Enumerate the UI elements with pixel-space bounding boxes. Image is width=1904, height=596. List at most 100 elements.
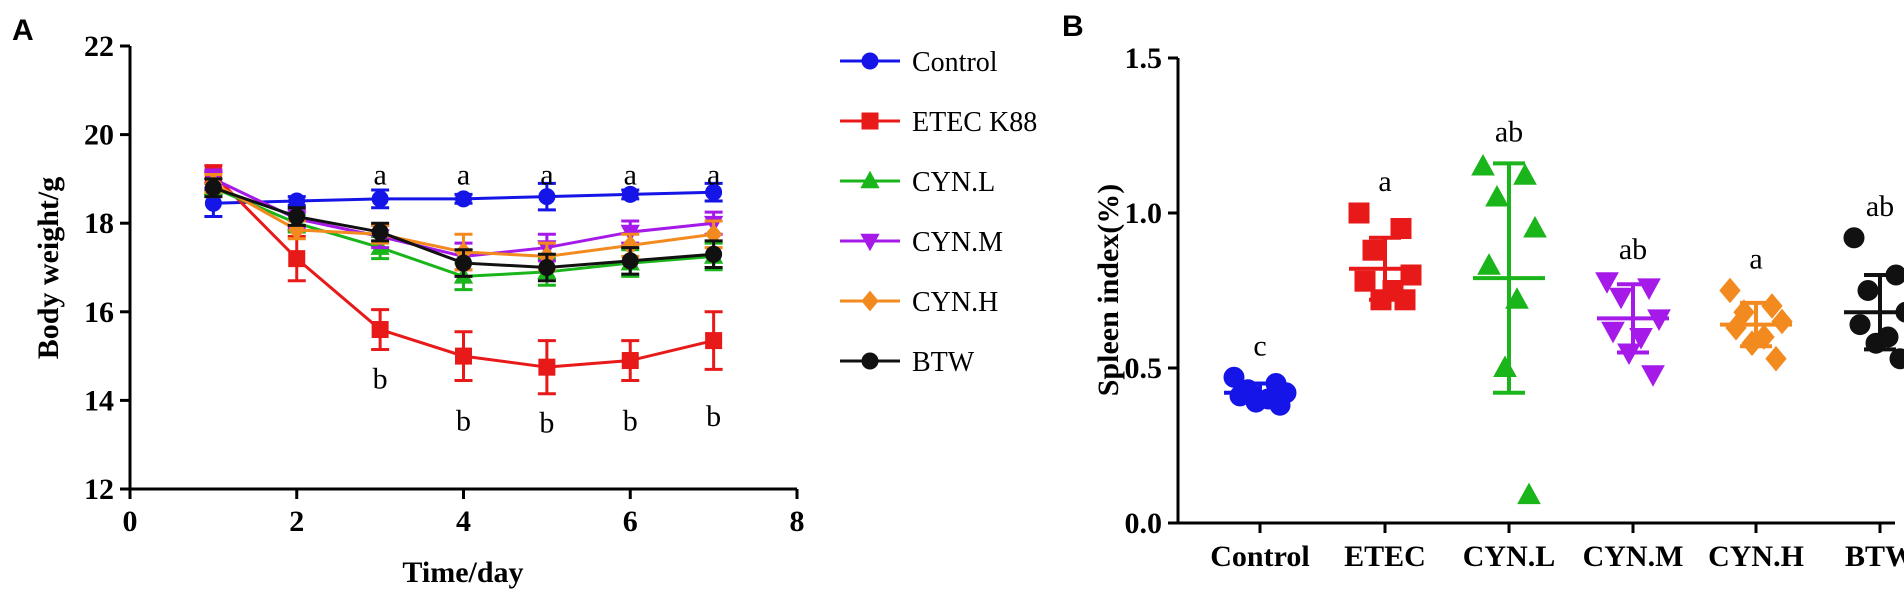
data-point bbox=[705, 183, 723, 201]
group-etec: a bbox=[1348, 165, 1422, 311]
panel-a-label: A bbox=[12, 14, 34, 47]
legend-label: ETEC K88 bbox=[912, 107, 1037, 138]
data-point bbox=[538, 188, 556, 206]
series-control bbox=[204, 181, 723, 219]
data-point bbox=[621, 185, 639, 203]
legend-marker bbox=[861, 112, 879, 130]
legend-marker bbox=[860, 170, 880, 189]
a-ytick-label: 20 bbox=[84, 119, 114, 152]
data-point bbox=[1895, 301, 1904, 323]
data-point bbox=[1362, 239, 1384, 261]
data-point bbox=[538, 259, 556, 276]
group-significance-label: ab bbox=[1866, 190, 1894, 223]
annotation-a: a bbox=[707, 158, 720, 191]
panel-a-y-label: Body weight/g bbox=[32, 177, 65, 360]
b-xtick-label: ETEC bbox=[1344, 540, 1426, 573]
data-point bbox=[371, 223, 389, 241]
data-point bbox=[204, 179, 222, 197]
a-ytick-label: 12 bbox=[84, 473, 114, 506]
panel-a-x-label: Time/day bbox=[402, 556, 523, 589]
b-ytick-label: 0.0 bbox=[1125, 507, 1163, 540]
b-xtick-label: Control bbox=[1210, 540, 1309, 573]
group-significance-label: ab bbox=[1495, 115, 1523, 148]
data-point bbox=[1617, 343, 1641, 366]
data-point bbox=[1595, 272, 1619, 294]
b-ytick-label: 1.5 bbox=[1125, 42, 1163, 75]
annotation-a: a bbox=[457, 158, 470, 191]
annotation-b: b bbox=[456, 404, 471, 437]
data-point bbox=[455, 254, 472, 272]
b-xtick-label: CYN.L bbox=[1463, 540, 1556, 573]
legend-marker bbox=[860, 233, 880, 252]
annotation-a: a bbox=[624, 158, 637, 191]
data-point bbox=[1857, 280, 1879, 301]
group-significance-label: a bbox=[1378, 165, 1391, 198]
annotation-b: b bbox=[373, 362, 388, 395]
data-point bbox=[1741, 330, 1763, 356]
data-point bbox=[1601, 321, 1625, 344]
data-point bbox=[1485, 184, 1509, 207]
a-xtick-label: 4 bbox=[456, 505, 471, 538]
a-ytick-label: 16 bbox=[84, 296, 114, 329]
legend-marker bbox=[861, 52, 879, 70]
data-point bbox=[371, 190, 389, 208]
data-point bbox=[1629, 328, 1653, 350]
group-significance-label: c bbox=[1253, 329, 1266, 362]
data-point bbox=[621, 352, 639, 370]
group-significance-label: a bbox=[1749, 243, 1762, 276]
legend-label: CYN.H bbox=[912, 287, 998, 318]
data-point bbox=[621, 252, 639, 270]
data-point bbox=[1493, 355, 1517, 377]
a-xtick-label: 6 bbox=[623, 505, 638, 538]
legend-label: CYN.M bbox=[912, 227, 1003, 258]
data-point bbox=[1400, 264, 1422, 286]
a-ytick-label: 14 bbox=[84, 384, 114, 417]
annotation-b: b bbox=[706, 400, 721, 433]
data-point bbox=[1641, 365, 1665, 387]
annotation-b: b bbox=[539, 407, 554, 440]
data-point bbox=[705, 332, 723, 350]
panel-b-y-label: Spleen index(%) bbox=[1092, 184, 1125, 397]
data-point bbox=[1725, 314, 1747, 341]
data-point bbox=[1390, 218, 1412, 239]
legend-item: CYN.H bbox=[840, 287, 998, 318]
b-ytick-label: 0.5 bbox=[1125, 352, 1163, 385]
group-cyn-h: a bbox=[1719, 243, 1793, 372]
b-xtick-label: CYN.H bbox=[1708, 540, 1804, 573]
data-point bbox=[371, 321, 389, 339]
data-point bbox=[1477, 253, 1501, 275]
data-point bbox=[1471, 153, 1495, 176]
data-point bbox=[1513, 163, 1537, 185]
data-point bbox=[538, 358, 556, 376]
legend-item: BTW bbox=[840, 347, 975, 378]
data-point bbox=[1733, 299, 1755, 325]
data-point bbox=[1348, 202, 1370, 224]
legend-label: Control bbox=[912, 47, 998, 78]
legend-label: BTW bbox=[912, 347, 975, 378]
group-btw: ab bbox=[1843, 190, 1904, 370]
data-point bbox=[288, 208, 306, 226]
legend-label: CYN.L bbox=[912, 167, 995, 198]
group-cyn-m: ab bbox=[1595, 233, 1671, 387]
panel-b-chart: Spleen index(%) 0.0 0.5 1.0 1.5 Control ETEC… bbox=[1092, 42, 1904, 573]
data-point bbox=[1354, 270, 1376, 292]
data-point bbox=[1761, 293, 1783, 319]
data-point bbox=[1394, 289, 1416, 311]
legend-marker bbox=[861, 290, 879, 312]
legend-item: ETEC K88 bbox=[840, 107, 1037, 138]
data-point bbox=[1765, 345, 1787, 372]
data-point bbox=[1370, 289, 1392, 311]
group-significance-label: ab bbox=[1619, 233, 1647, 266]
data-point bbox=[1647, 309, 1671, 331]
panel-a-chart: Body weight/g Time/day 12 14 16 18 20 22 0 2 4 6… bbox=[32, 30, 1037, 589]
legend-item: Control bbox=[840, 47, 998, 78]
data-point bbox=[1245, 391, 1267, 413]
a-ytick-label: 18 bbox=[84, 207, 114, 240]
data-point bbox=[455, 190, 472, 208]
annotation-a: a bbox=[373, 158, 386, 191]
series-btw bbox=[204, 177, 723, 283]
a-xtick-label: 0 bbox=[123, 505, 138, 538]
data-point bbox=[1849, 314, 1871, 336]
data-point bbox=[1843, 227, 1865, 249]
